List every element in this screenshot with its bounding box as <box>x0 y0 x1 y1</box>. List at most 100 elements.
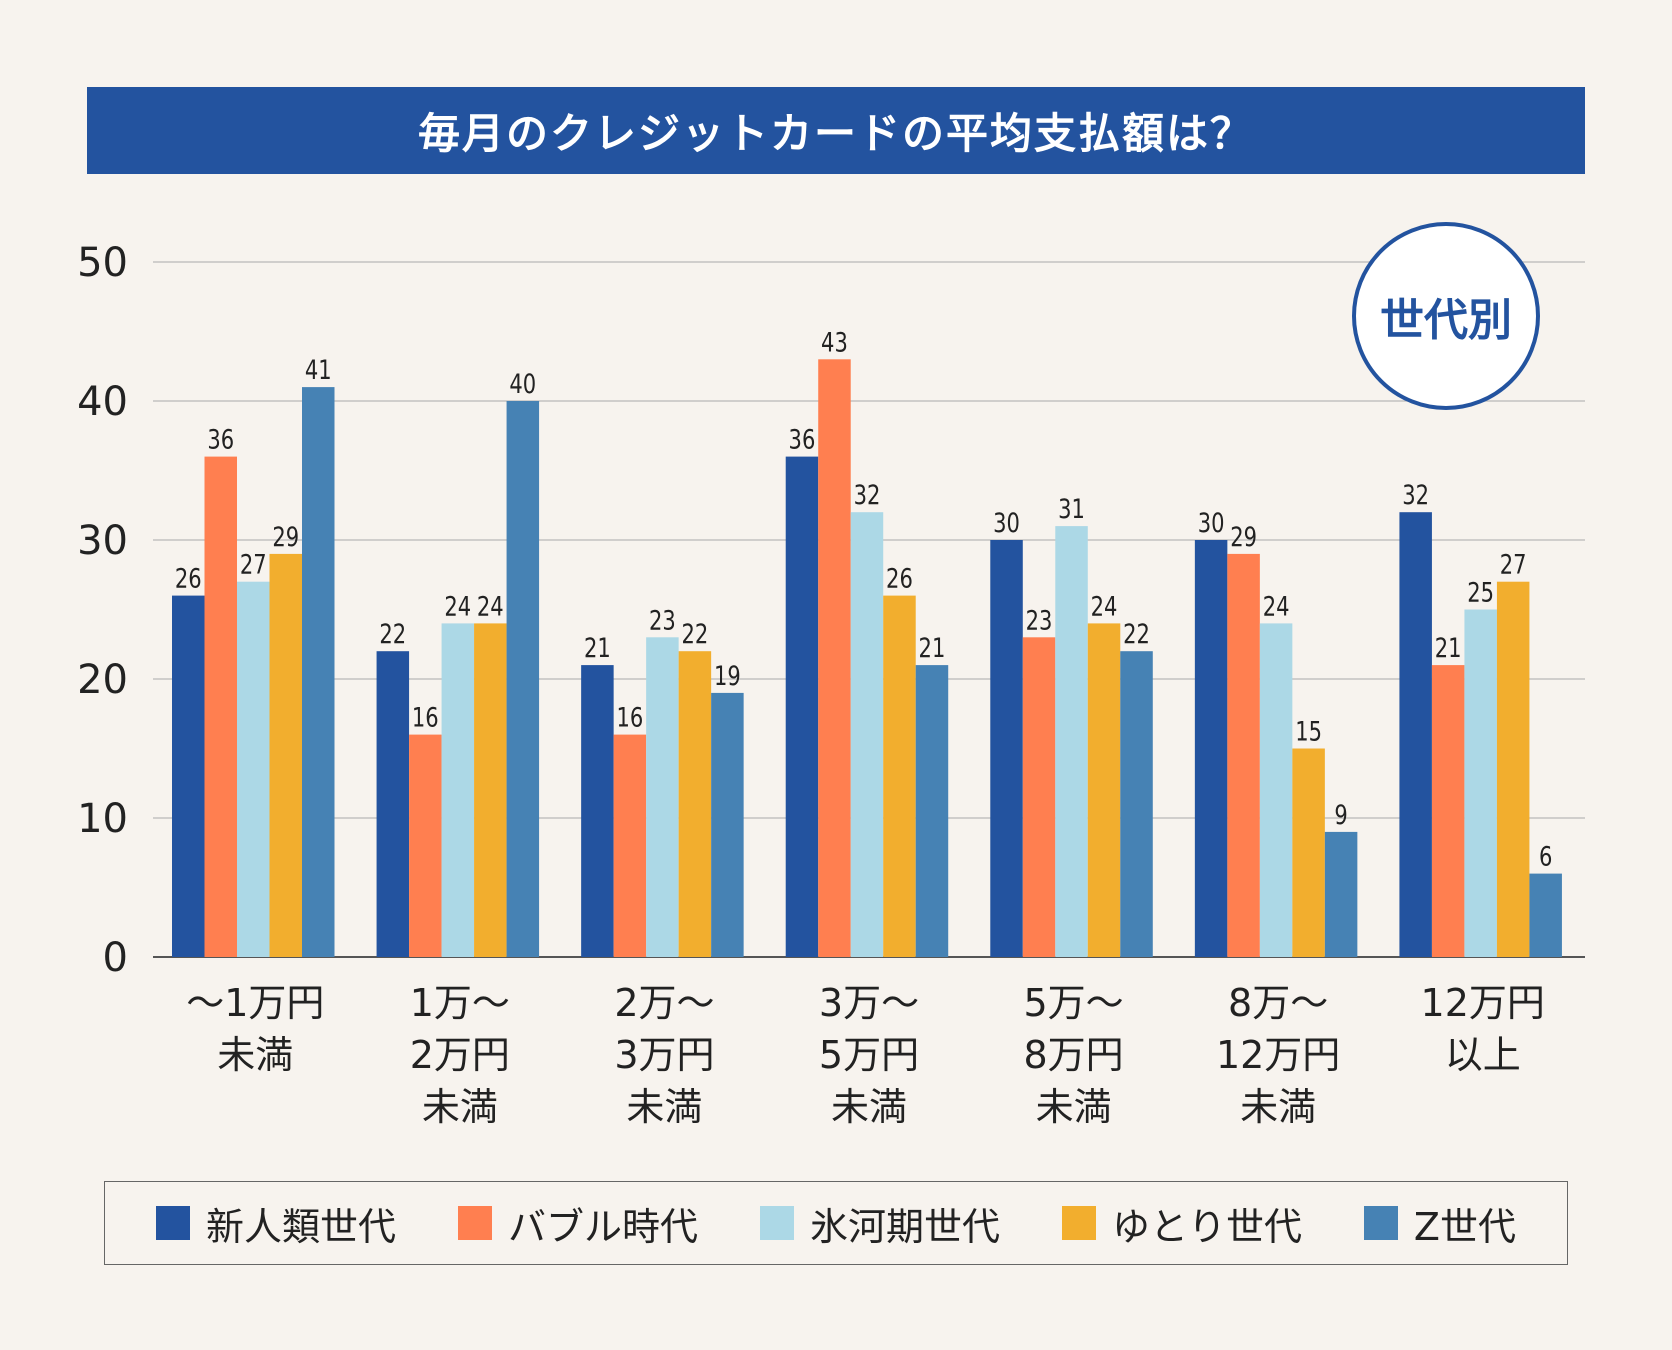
y-tick-label: 10 <box>77 796 128 842</box>
legend-item: バブル時代 <box>457 1196 698 1251</box>
legend: 新人類世代 バブル時代 氷河期世代 ゆとり世代 Z世代 <box>104 1181 1568 1265</box>
bar <box>409 734 442 957</box>
bar <box>990 540 1023 957</box>
bar <box>204 456 237 957</box>
y-axis-ticks: 0 10 20 30 40 50 <box>77 240 128 981</box>
bar <box>1120 651 1153 957</box>
data-label: 22 <box>1123 619 1150 650</box>
legend-swatch <box>759 1206 794 1240</box>
legend-swatch <box>155 1206 190 1240</box>
data-label: 16 <box>412 702 439 733</box>
data-label: 21 <box>1435 633 1462 664</box>
y-tick-label: 30 <box>77 518 128 564</box>
bar <box>1529 873 1562 957</box>
data-label: 31 <box>1058 494 1085 525</box>
x-tick-label: ～1万円未満 <box>186 981 324 1077</box>
bar <box>172 595 205 957</box>
x-tick-label: 2万～ 3万円未満 <box>614 981 714 1129</box>
data-label: 6 <box>1539 841 1552 872</box>
legend-item: 氷河期世代 <box>759 1196 1000 1251</box>
data-label: 26 <box>175 563 202 594</box>
data-label: 24 <box>444 591 471 622</box>
bar <box>474 623 507 957</box>
y-tick-label: 0 <box>103 935 128 981</box>
bar <box>237 581 270 957</box>
chart-title: 毎月のクレジットカードの平均支払額は？ <box>87 87 1585 174</box>
legend-item: 新人類世代 <box>155 1196 396 1251</box>
x-tick-label: 12万円以上 <box>1421 981 1545 1077</box>
data-label: 40 <box>509 368 536 399</box>
data-label: 36 <box>789 424 816 455</box>
data-label: 29 <box>272 521 299 552</box>
x-tick-label: 1万～ 2万円未満 <box>410 981 510 1129</box>
legend-label: バブル時代 <box>507 1204 698 1249</box>
data-label: 21 <box>919 633 946 664</box>
bar <box>441 623 475 957</box>
data-label: 22 <box>681 619 708 650</box>
bar <box>1324 831 1358 957</box>
bar <box>1227 553 1260 957</box>
bar <box>1194 540 1228 957</box>
bar <box>376 651 410 957</box>
bar <box>785 456 819 957</box>
data-label: 25 <box>1467 577 1494 608</box>
y-tick-label: 40 <box>77 379 128 425</box>
y-tick-label: 20 <box>77 657 128 703</box>
data-label: 19 <box>714 660 741 691</box>
bar <box>1464 609 1497 957</box>
data-label: 16 <box>616 702 643 733</box>
bar <box>1055 526 1088 957</box>
bar <box>581 665 614 957</box>
legend-item: Z世代 <box>1363 1196 1516 1251</box>
bar <box>1259 623 1293 957</box>
data-label: 32 <box>1402 480 1429 511</box>
bar <box>883 595 916 957</box>
y-tick-label: 50 <box>77 240 128 286</box>
data-label: 24 <box>1091 591 1118 622</box>
bar <box>1292 748 1325 957</box>
badge-by-generation: 世代別 <box>1352 222 1540 410</box>
bar <box>646 637 679 957</box>
bar <box>269 553 302 957</box>
bar <box>1431 665 1465 957</box>
data-label: 30 <box>1198 507 1225 538</box>
data-label: 15 <box>1295 716 1322 747</box>
bar <box>711 692 744 957</box>
data-label: 24 <box>477 591 504 622</box>
bar <box>506 401 540 957</box>
data-label: 27 <box>240 549 267 580</box>
data-label: 36 <box>207 424 234 455</box>
x-tick-label: 5万～ 8万円未満 <box>1023 981 1123 1129</box>
data-label: 22 <box>379 619 406 650</box>
bar <box>1022 637 1056 957</box>
data-label: 23 <box>649 605 676 636</box>
data-label: 27 <box>1500 549 1527 580</box>
bar <box>302 387 335 958</box>
data-label: 41 <box>305 355 332 386</box>
data-label: 23 <box>1026 605 1053 636</box>
legend-label: 新人類世代 <box>205 1204 396 1249</box>
data-label: 9 <box>1334 799 1347 830</box>
legend-label: 氷河期世代 <box>809 1204 1000 1249</box>
data-label: 43 <box>821 327 848 358</box>
bar <box>1399 512 1432 957</box>
data-label: 32 <box>854 480 881 511</box>
bar <box>915 665 949 957</box>
bar <box>850 512 884 957</box>
legend-item: ゆとり世代 <box>1061 1196 1302 1251</box>
data-label: 24 <box>1263 591 1290 622</box>
data-label: 29 <box>1230 521 1257 552</box>
bar <box>613 734 647 957</box>
legend-swatch <box>1363 1206 1398 1240</box>
data-label: 21 <box>584 633 611 664</box>
legend-swatch <box>457 1206 492 1240</box>
legend-label: ゆとり世代 <box>1111 1204 1302 1249</box>
legend-swatch <box>1061 1206 1096 1240</box>
bar <box>818 359 851 957</box>
bar <box>1496 581 1530 957</box>
data-label: 26 <box>886 563 913 594</box>
x-tick-label: 8万～ 12万円未満 <box>1216 981 1340 1129</box>
bars <box>172 359 1562 958</box>
